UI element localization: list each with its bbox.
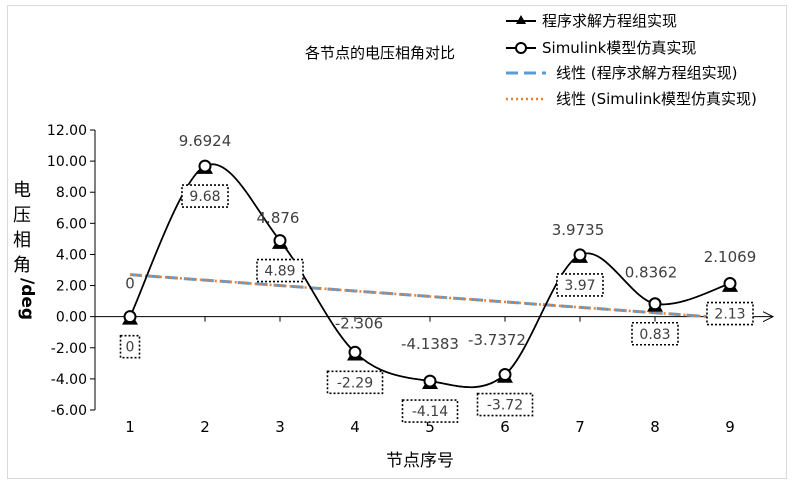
x-tick-label: 3 xyxy=(275,418,285,436)
circle-marker xyxy=(123,310,137,324)
data-label-box-simulink xyxy=(256,258,304,283)
x-axis-label: 节点序号 xyxy=(386,451,454,471)
legend-triangle-icon xyxy=(516,15,526,24)
data-label-program: 9.6924 xyxy=(179,132,232,150)
y-tick-label: 12.00 xyxy=(47,123,87,139)
data-label-box-simulink xyxy=(181,184,229,208)
x-tick-label: 4 xyxy=(350,418,360,436)
x-tick-label: 6 xyxy=(500,418,510,436)
y-tick-label: 4.00 xyxy=(56,247,87,263)
circle-marker xyxy=(498,368,512,382)
legend-label-simulink: Simulink模型仿真实现 xyxy=(542,39,696,57)
legend-label-trend-simulink: 线性 (Simulink模型仿真实现) xyxy=(556,90,757,108)
circle-marker xyxy=(348,345,362,359)
y-tick-label: 6.00 xyxy=(56,216,87,232)
x-axis-arrow xyxy=(762,311,775,323)
y-tick-label: 2.00 xyxy=(56,279,87,295)
chart-frame xyxy=(7,5,787,479)
circle-marker xyxy=(423,374,437,388)
data-label-box-simulink xyxy=(631,321,679,346)
data-label-program: 4.876 xyxy=(257,209,300,227)
circle-marker xyxy=(648,297,662,311)
data-label-simulink: 2.13 xyxy=(714,307,745,323)
data-label-simulink: 0 xyxy=(126,340,135,356)
y-tick-label: 8.00 xyxy=(56,185,87,201)
data-label-program: 0 xyxy=(125,275,135,293)
y-axis-label-char: 角 xyxy=(13,255,31,276)
legend-label-program: 程序求解方程组实现 xyxy=(542,12,677,30)
data-label-simulink: -4.14 xyxy=(412,404,448,420)
x-tick-label: 1 xyxy=(125,418,135,436)
data-label-program: -2.306 xyxy=(335,315,383,333)
y-axis-label-unit: /deg xyxy=(17,278,37,320)
x-tick-label: 2 xyxy=(200,418,210,436)
data-label-simulink: 9.68 xyxy=(189,189,220,205)
y-tick-label: -6.00 xyxy=(51,403,87,419)
data-label-program: 0.8362 xyxy=(625,264,678,282)
x-tick-label: 8 xyxy=(650,418,660,436)
data-label-program: 2.1069 xyxy=(704,248,757,266)
data-label-simulink: 0.83 xyxy=(639,327,670,343)
circle-marker xyxy=(198,159,212,173)
data-label-program: -3.7372 xyxy=(468,331,526,349)
x-tick-label: 7 xyxy=(575,418,585,436)
circle-marker xyxy=(723,277,737,291)
y-tick-label: -4.00 xyxy=(51,372,87,388)
y-tick-label: 10.00 xyxy=(47,154,87,170)
legend-label-trend-program: 线性 (程序求解方程组实现) xyxy=(556,64,737,82)
data-label-box-simulink xyxy=(476,392,534,417)
y-axis-label-char: 压 xyxy=(13,205,31,226)
data-label-simulink: 3.97 xyxy=(564,278,595,294)
legend-circle-icon xyxy=(515,42,527,54)
y-axis-label-char: 电 xyxy=(13,180,31,201)
data-label-box-simulink xyxy=(556,273,604,297)
circle-marker xyxy=(273,234,287,248)
x-tick-label: 9 xyxy=(725,418,735,436)
data-label-box-simulink xyxy=(119,334,141,359)
data-label-simulink: -2.29 xyxy=(337,375,373,391)
chart-title: 各节点的电压相角对比 xyxy=(305,44,455,62)
y-axis-label-char: 相 xyxy=(13,230,31,251)
data-label-program: -4.1383 xyxy=(401,335,459,353)
x-tick-label: 5 xyxy=(425,418,435,436)
data-label-box-simulink xyxy=(401,399,459,423)
circle-marker xyxy=(573,248,587,262)
data-label-program: 3.9735 xyxy=(552,221,605,239)
trendline xyxy=(129,273,731,320)
data-label-simulink: 4.89 xyxy=(264,264,295,280)
series-line-simulink xyxy=(129,163,731,388)
data-label-box-simulink xyxy=(706,301,754,326)
y-tick-label: 0.00 xyxy=(56,310,87,326)
data-label-box-simulink xyxy=(326,370,384,395)
data-label-simulink: -3.72 xyxy=(487,398,523,414)
y-tick-label: -2.00 xyxy=(51,341,87,357)
